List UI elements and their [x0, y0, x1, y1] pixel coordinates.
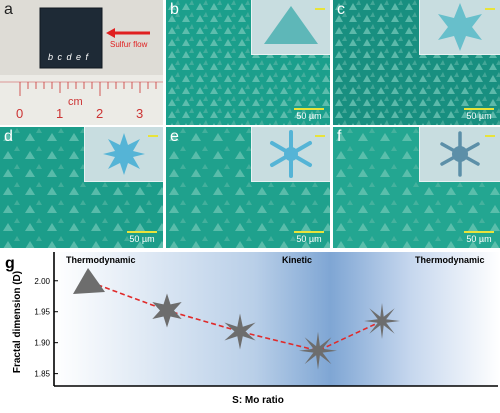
panel-d-inset: [84, 127, 163, 182]
region-label-thermodynamic-left: Thermodynamic: [66, 255, 136, 265]
panel-b-inset: [251, 0, 330, 55]
panel-label-d: d: [4, 128, 13, 145]
star-flake-icon: [438, 3, 482, 51]
scale-bar-c: 50 µm: [464, 108, 494, 121]
x-axis-label: S: Mo ratio: [232, 395, 284, 406]
sulfur-flow-label: Sulfur flow: [110, 40, 148, 49]
panel-label-a: a: [4, 1, 13, 18]
region-label-thermodynamic-right: Thermodynamic: [415, 255, 485, 265]
dendrite-flake-icon: [440, 131, 480, 177]
ruler-number-2: 2: [96, 106, 104, 121]
y-tick-label: 1.90: [34, 339, 50, 348]
sample-letters: b c d e f: [48, 52, 90, 62]
scale-bar-d: 50 µm: [127, 231, 157, 244]
triangle-flake-icon: [264, 6, 318, 44]
fractal-dimension-chart: g Thermodynamic Kinetic Thermodynamic S:…: [5, 252, 500, 406]
ruler-unit: cm: [68, 96, 83, 108]
panel-label-e: e: [170, 128, 179, 145]
scale-bar-e: 50 µm: [294, 231, 324, 244]
data-point-marker-4: [299, 331, 337, 370]
panel-label-f: f: [337, 128, 342, 145]
photo-illustration: [0, 0, 163, 125]
scale-bar-b: 50 µm: [294, 108, 324, 121]
data-point-marker-5: [364, 303, 400, 339]
wafer-sample: [40, 8, 102, 68]
ruler-number-0: 0: [16, 106, 24, 121]
panel-f-inset: [419, 127, 500, 182]
snowflake-flake-icon: [270, 130, 312, 178]
y-tick-label: 2.00: [34, 277, 50, 286]
ruler-number-1: 1: [56, 106, 64, 121]
panel-c-micrograph: c 50 µm: [333, 0, 500, 125]
ruler-number-3: 3: [136, 106, 144, 121]
y-axis-label: Fractal dimension (D): [12, 271, 23, 373]
panel-c-inset: [419, 0, 500, 55]
panel-e-micrograph: e 50 µm: [166, 127, 330, 248]
panel-b-micrograph: b 50 µm: [166, 0, 330, 125]
panel-f-micrograph: f 50 µm: [333, 127, 500, 248]
data-point-marker-2: [152, 293, 182, 328]
panel-a-photo: a b c d e f Sulfur flow cm 0 1 2 3: [0, 0, 163, 125]
panel-g-chart: g Thermodynamic Kinetic Thermodynamic S:…: [0, 252, 500, 408]
panel-label-g: g: [5, 255, 15, 272]
region-label-kinetic: Kinetic: [282, 255, 312, 265]
data-point-marker-3: [224, 313, 256, 350]
panel-d-micrograph: d 50 µm: [0, 127, 163, 248]
panel-label-b: b: [170, 1, 179, 18]
data-point-marker-1: [73, 268, 105, 294]
y-tick-label: 1.95: [34, 308, 50, 317]
panel-label-c: c: [337, 1, 345, 18]
scale-bar-f: 50 µm: [464, 231, 494, 244]
panel-e-inset: [251, 127, 330, 182]
y-tick-label: 1.85: [34, 370, 50, 379]
chart-background: [54, 252, 500, 386]
star-flake-icon: [103, 133, 145, 175]
